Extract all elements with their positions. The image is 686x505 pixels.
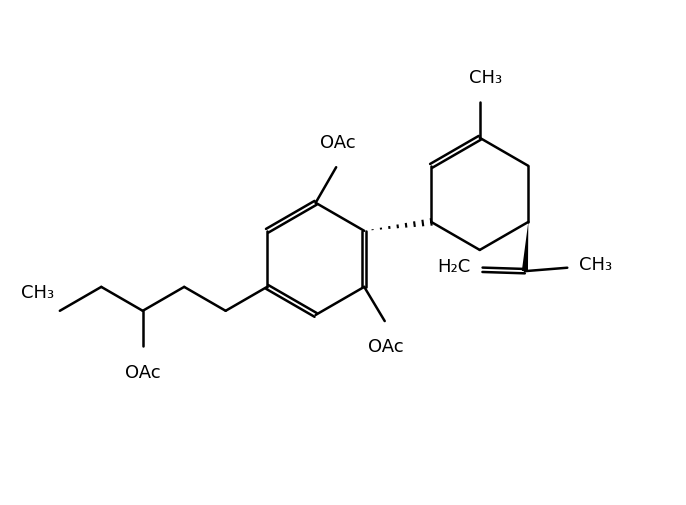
Polygon shape — [522, 223, 528, 272]
Text: H₂C: H₂C — [437, 258, 471, 276]
Text: OAc: OAc — [368, 338, 404, 356]
Text: OAc: OAc — [125, 363, 161, 381]
Text: CH₃: CH₃ — [469, 69, 501, 87]
Text: OAc: OAc — [320, 133, 355, 151]
Text: CH₃: CH₃ — [21, 283, 54, 301]
Text: CH₃: CH₃ — [580, 256, 613, 274]
